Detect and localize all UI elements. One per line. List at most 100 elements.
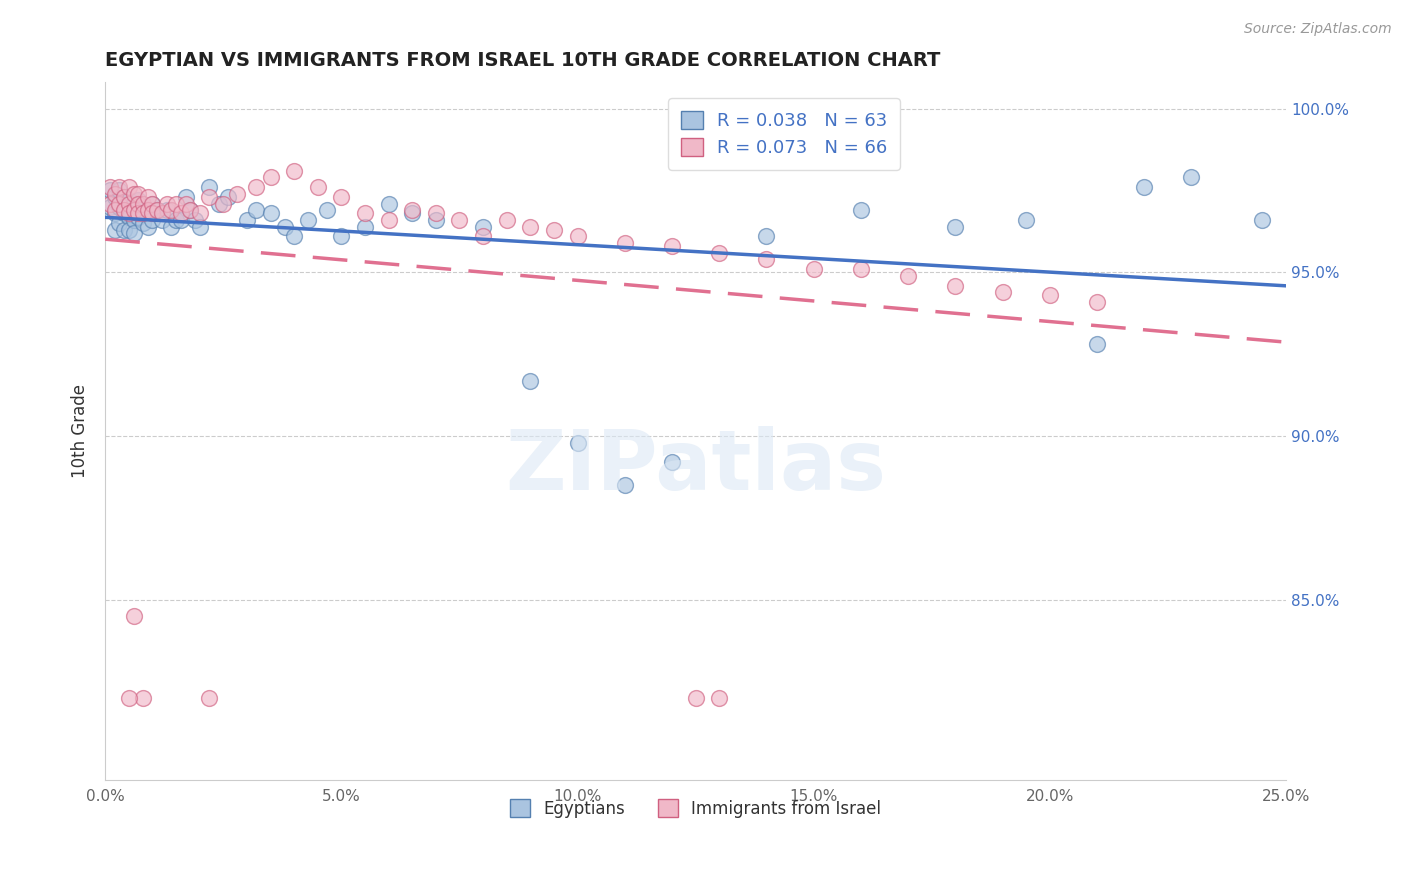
Point: [519, 374, 541, 388]
Point: [132, 691, 155, 706]
Point: [112, 190, 135, 204]
Point: [207, 196, 229, 211]
Point: [519, 219, 541, 234]
Point: [118, 210, 141, 224]
Point: [472, 219, 495, 234]
Point: [661, 455, 683, 469]
Point: [104, 223, 127, 237]
Point: [136, 203, 159, 218]
Point: [259, 206, 281, 220]
Point: [160, 219, 183, 234]
Point: [709, 691, 731, 706]
Point: [297, 213, 319, 227]
Point: [709, 245, 731, 260]
Point: [165, 213, 187, 227]
Point: [354, 206, 377, 220]
Point: [377, 196, 399, 211]
Point: [118, 206, 141, 220]
Point: [104, 203, 127, 218]
Point: [108, 200, 131, 214]
Point: [146, 203, 169, 218]
Point: [449, 213, 471, 227]
Point: [127, 196, 149, 211]
Point: [118, 196, 141, 211]
Point: [150, 206, 173, 220]
Point: [118, 691, 141, 706]
Point: [179, 203, 201, 218]
Point: [401, 206, 423, 220]
Point: [613, 235, 636, 250]
Point: [112, 203, 135, 218]
Point: [236, 213, 259, 227]
Point: [170, 213, 193, 227]
Point: [377, 213, 399, 227]
Point: [141, 196, 163, 211]
Point: [122, 609, 145, 624]
Point: [156, 196, 179, 211]
Point: [127, 194, 149, 208]
Point: [174, 196, 197, 211]
Point: [165, 196, 187, 211]
Legend: Egyptians, Immigrants from Israel: Egyptians, Immigrants from Israel: [503, 793, 889, 824]
Point: [141, 213, 163, 227]
Point: [849, 203, 872, 218]
Point: [188, 206, 211, 220]
Point: [1039, 288, 1062, 302]
Point: [543, 223, 565, 237]
Point: [108, 180, 131, 194]
Point: [943, 219, 966, 234]
Point: [1085, 294, 1108, 309]
Point: [803, 262, 825, 277]
Point: [112, 223, 135, 237]
Point: [943, 278, 966, 293]
Point: [132, 216, 155, 230]
Point: [283, 164, 305, 178]
Point: [118, 194, 141, 208]
Point: [104, 206, 127, 220]
Point: [141, 206, 163, 220]
Point: [118, 223, 141, 237]
Point: [316, 203, 339, 218]
Point: [136, 203, 159, 218]
Point: [127, 210, 149, 224]
Point: [1133, 180, 1156, 194]
Point: [150, 213, 173, 227]
Point: [245, 180, 267, 194]
Point: [174, 190, 197, 204]
Point: [273, 219, 295, 234]
Point: [330, 190, 353, 204]
Point: [1015, 213, 1038, 227]
Point: [401, 203, 423, 218]
Point: [127, 206, 149, 220]
Point: [661, 239, 683, 253]
Point: [567, 229, 589, 244]
Point: [122, 196, 145, 211]
Point: [226, 186, 249, 201]
Point: [127, 186, 149, 201]
Point: [495, 213, 517, 227]
Point: [112, 206, 135, 220]
Point: [132, 196, 155, 211]
Point: [136, 219, 159, 234]
Text: EGYPTIAN VS IMMIGRANTS FROM ISRAEL 10TH GRADE CORRELATION CHART: EGYPTIAN VS IMMIGRANTS FROM ISRAEL 10TH …: [105, 51, 941, 70]
Point: [122, 226, 145, 240]
Point: [104, 186, 127, 201]
Point: [98, 184, 121, 198]
Point: [184, 213, 207, 227]
Y-axis label: 10th Grade: 10th Grade: [72, 384, 89, 478]
Point: [613, 478, 636, 492]
Point: [1180, 170, 1202, 185]
Point: [122, 213, 145, 227]
Point: [118, 180, 141, 194]
Point: [198, 190, 221, 204]
Point: [156, 203, 179, 218]
Point: [98, 180, 121, 194]
Point: [259, 170, 281, 185]
Point: [170, 206, 193, 220]
Point: [98, 196, 121, 211]
Point: [136, 190, 159, 204]
Point: [146, 203, 169, 218]
Point: [283, 229, 305, 244]
Point: [755, 229, 778, 244]
Point: [1085, 337, 1108, 351]
